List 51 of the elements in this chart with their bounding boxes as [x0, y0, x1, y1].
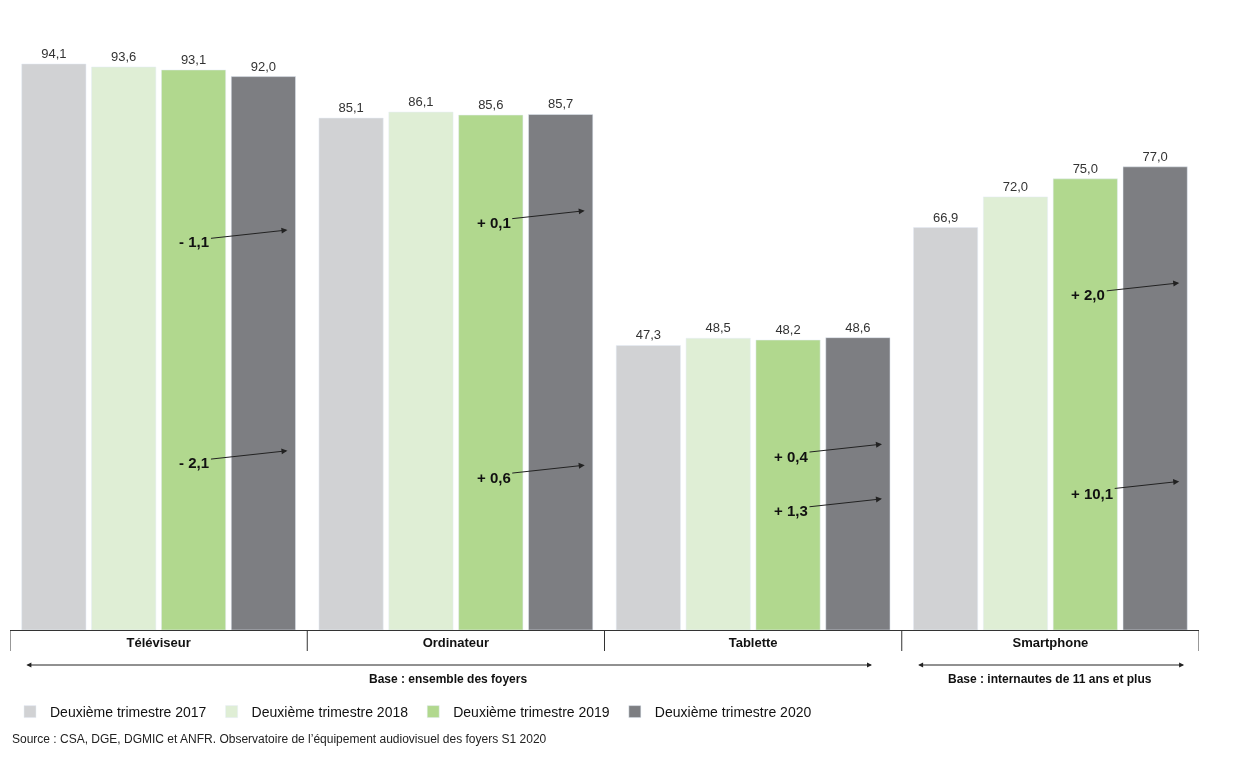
data-label: 66,9 [932, 209, 959, 225]
annotation: - 1,1 [179, 233, 210, 250]
bar [615, 345, 681, 630]
legend-label: Deuxième trimestre 2020 [654, 704, 812, 721]
annotation: + 0,6 [477, 469, 511, 486]
data-label: 85,6 [478, 97, 504, 113]
legend-label: Deuxième trimestre 2017 [50, 704, 207, 721]
data-label: 85,7 [548, 96, 574, 112]
x-tick-label: Tablette [728, 634, 778, 650]
bar [91, 66, 157, 630]
data-label: 92,0 [250, 58, 277, 74]
x-tick-label: Téléviseur [126, 634, 191, 650]
data-label: 86,1 [408, 94, 434, 110]
bar [231, 76, 296, 630]
annotation: - 2,1 [179, 454, 210, 471]
bar [388, 111, 454, 630]
data-label: 93,6 [111, 48, 137, 64]
bar [913, 227, 978, 630]
bar [528, 114, 594, 630]
bar [161, 69, 226, 630]
data-label: 48,5 [705, 320, 731, 336]
bar [685, 338, 751, 630]
bar [1052, 178, 1118, 630]
annotation: + 2,0 [1071, 286, 1105, 303]
bar [458, 114, 524, 630]
data-label: 77,0 [1142, 148, 1168, 164]
text: Base : internautes de 11 ans et plus [948, 672, 1152, 686]
x-tick-label: Smartphone [1012, 634, 1089, 650]
bar [1122, 166, 1188, 630]
source-note: Source : CSA, DGE, DGMIC et ANFR. Observatoire de l’équipement audiovisuel des foyers S1 2020 [12, 732, 547, 746]
annotation: + 0,4 [774, 448, 809, 465]
annotation: + 1,3 [774, 502, 808, 519]
data-label: 94,1 [41, 45, 67, 61]
annotation: + 10,1 [1071, 485, 1114, 502]
legend-label: Deuxième trimestre 2018 [251, 704, 409, 721]
bar [755, 339, 821, 630]
bar [318, 117, 384, 630]
legend-label: Deuxième trimestre 2019 [453, 704, 610, 721]
data-label: 47,3 [635, 327, 661, 343]
data-label: 48,6 [845, 319, 871, 335]
data-label: 72,0 [1002, 178, 1029, 194]
data-label: 85,1 [338, 100, 364, 116]
data-label: 48,2 [775, 322, 801, 338]
annotation: + 0,1 [477, 214, 511, 231]
bar [21, 63, 87, 630]
text: Base : ensemble des foyers [369, 672, 528, 686]
data-label: 93,1 [180, 51, 207, 67]
bar [825, 337, 891, 630]
data-label: 75,0 [1072, 160, 1098, 176]
x-tick-label: Ordinateur [422, 634, 490, 650]
bar [983, 196, 1048, 630]
